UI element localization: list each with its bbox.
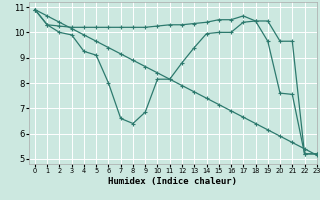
X-axis label: Humidex (Indice chaleur): Humidex (Indice chaleur) [108, 177, 237, 186]
